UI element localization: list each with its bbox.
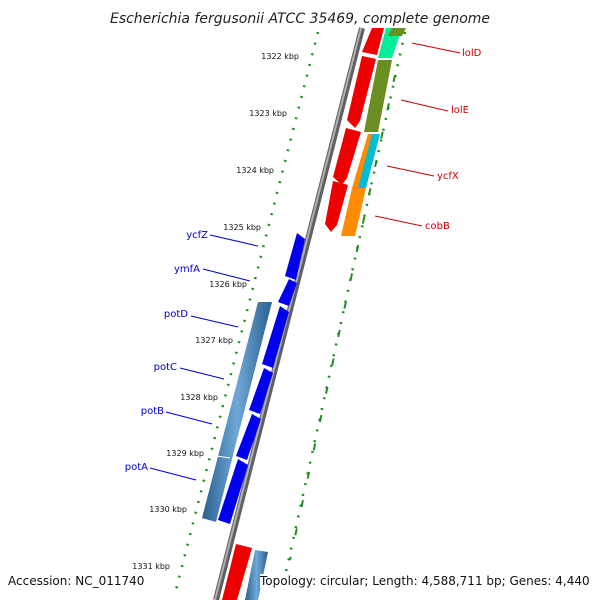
feature-bars xyxy=(341,28,406,236)
gene-arrow-potB[interactable] xyxy=(236,414,261,460)
gene-label-potB[interactable]: potB xyxy=(141,406,164,417)
label-leader xyxy=(202,268,251,282)
feature-bar-top xyxy=(388,28,406,36)
gene-label-ymfA[interactable]: ymfA xyxy=(174,264,200,275)
gene-label-ycfZ[interactable]: ycfZ xyxy=(186,230,208,241)
next-operon-bar xyxy=(245,550,268,600)
gene-arrow-cobB[interactable] xyxy=(325,181,348,232)
gene-label-lolE[interactable]: lolE xyxy=(451,105,469,116)
kbp-label: 1328 kbp xyxy=(180,393,218,402)
label-leader xyxy=(386,165,435,177)
outer-tick-ring xyxy=(174,31,320,591)
gene-label-lolD[interactable]: lolD xyxy=(462,48,482,59)
pot-operon-bar xyxy=(202,302,272,522)
gene-arrow-lolE[interactable] xyxy=(347,56,376,128)
gene-label-ycfX[interactable]: ycfX xyxy=(437,171,459,182)
kbp-label: 1323 kbp xyxy=(249,109,287,118)
kbp-label: 1322 kbp xyxy=(261,52,299,61)
gene-label-potA[interactable]: potA xyxy=(125,462,148,473)
feature-bar-lolE xyxy=(364,60,392,132)
left-gene-labels: ycfZ ymfA potD potC potB potA xyxy=(125,230,259,481)
kbp-label: 1327 kbp xyxy=(195,336,233,345)
gene-arrow-ymfA[interactable] xyxy=(278,279,297,306)
label-leader xyxy=(179,367,225,380)
kbp-label: 1331 kbp xyxy=(132,562,170,571)
gene-label-cobB[interactable]: cobB xyxy=(425,221,450,232)
label-leader xyxy=(374,215,423,227)
gene-arrow-next[interactable] xyxy=(222,544,252,600)
inner-tick-ring xyxy=(280,31,407,591)
map-title: Escherichia fergusonii ATCC 35469, compl… xyxy=(110,11,490,27)
label-leader xyxy=(209,234,259,247)
gene-arrow-ycfX[interactable] xyxy=(333,128,361,185)
gene-arrow-potD[interactable] xyxy=(262,306,289,368)
label-leader xyxy=(165,411,213,425)
kbp-label: 1326 kbp xyxy=(209,280,247,289)
kbp-label: 1329 kbp xyxy=(166,449,204,458)
kbp-label: 1324 kbp xyxy=(236,166,274,175)
gene-arrow-lolD[interactable] xyxy=(362,28,384,55)
label-leader xyxy=(190,315,239,328)
label-leader xyxy=(149,467,197,481)
feature-bar-ycfX xyxy=(358,134,380,188)
forward-cds-group xyxy=(222,28,384,600)
kbp-label: 1330 kbp xyxy=(149,505,187,514)
kbp-label: 1325 kbp xyxy=(223,223,261,232)
accession-text: Accession: NC_011740 xyxy=(8,574,145,588)
right-gene-labels: lolD lolE ycfX cobB xyxy=(374,42,482,232)
topology-text: Topology: circular; Length: 4,588,711 bp… xyxy=(260,574,590,588)
feature-bar-cobB xyxy=(341,188,366,236)
operon-separator xyxy=(209,454,231,459)
kbp-scale: 1322 kbp 1323 kbp 1324 kbp 1325 kbp 1326… xyxy=(132,52,299,571)
label-leader xyxy=(411,42,461,54)
gene-label-potC[interactable]: potC xyxy=(154,362,177,373)
label-leader xyxy=(400,99,449,112)
gene-arrow-potA[interactable] xyxy=(218,459,248,524)
gene-arrow-potC[interactable] xyxy=(249,368,273,414)
gene-arrow-ycfZ[interactable] xyxy=(285,233,305,280)
gene-label-potD[interactable]: potD xyxy=(164,309,188,320)
reverse-cds-group xyxy=(218,233,305,524)
